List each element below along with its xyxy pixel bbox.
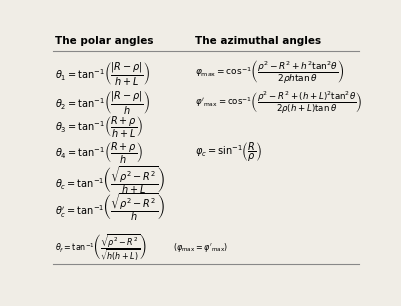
Text: $\theta_3 = \tan^{-1}\!\left(\dfrac{R + \rho}{h + L}\right)$: $\theta_3 = \tan^{-1}\!\left(\dfrac{R + … bbox=[55, 115, 142, 140]
Text: $\theta_1 = \tan^{-1}\!\left(\dfrac{|R - \rho|}{h + L}\right)$: $\theta_1 = \tan^{-1}\!\left(\dfrac{|R -… bbox=[55, 62, 150, 88]
Text: $\theta_4 = \tan^{-1}\!\left(\dfrac{R + \rho}{h}\right)$: $\theta_4 = \tan^{-1}\!\left(\dfrac{R + … bbox=[55, 141, 142, 166]
Text: $\varphi'_{\mathrm{max}} = \cos^{-1}\!\left(\dfrac{\rho^2 - R^2 + (h+L)^2 \tan^2: $\varphi'_{\mathrm{max}} = \cos^{-1}\!\l… bbox=[194, 90, 361, 116]
Text: $\theta_c = \tan^{-1}\!\left(\dfrac{\sqrt{\rho^2 - R^2}}{h + L}\right)$: $\theta_c = \tan^{-1}\!\left(\dfrac{\sqr… bbox=[55, 164, 164, 196]
Text: $\varphi_c = \sin^{-1}\!\left(\dfrac{R}{\rho}\right)$: $\varphi_c = \sin^{-1}\!\left(\dfrac{R}{… bbox=[194, 141, 262, 164]
Text: The azimuthal angles: The azimuthal angles bbox=[194, 36, 320, 46]
Text: $\varphi_{\mathrm{max}} = \cos^{-1}\!\left(\dfrac{\rho^2 - R^2 + h^2 \tan^2\!\th: $\varphi_{\mathrm{max}} = \cos^{-1}\!\le… bbox=[194, 58, 344, 85]
Text: $\theta_2 = \tan^{-1}\!\left(\dfrac{|R - \rho|}{h}\right)$: $\theta_2 = \tan^{-1}\!\left(\dfrac{|R -… bbox=[55, 90, 150, 117]
Text: The polar angles: The polar angles bbox=[55, 36, 153, 46]
Text: $(\varphi_{\mathrm{max}} = \varphi'_{\mathrm{max}})$: $(\varphi_{\mathrm{max}} = \varphi'_{\ma… bbox=[173, 241, 228, 254]
Text: $\theta_c' = \tan^{-1}\!\left(\dfrac{\sqrt{\rho^2 - R^2}}{h}\right)$: $\theta_c' = \tan^{-1}\!\left(\dfrac{\sq… bbox=[55, 191, 164, 223]
Text: $\theta_f = \tan^{-1}\!\left(\dfrac{\sqrt{\rho^2 - R^2}}{\sqrt{h(h+L)}}\right)$: $\theta_f = \tan^{-1}\!\left(\dfrac{\sqr… bbox=[55, 233, 146, 263]
